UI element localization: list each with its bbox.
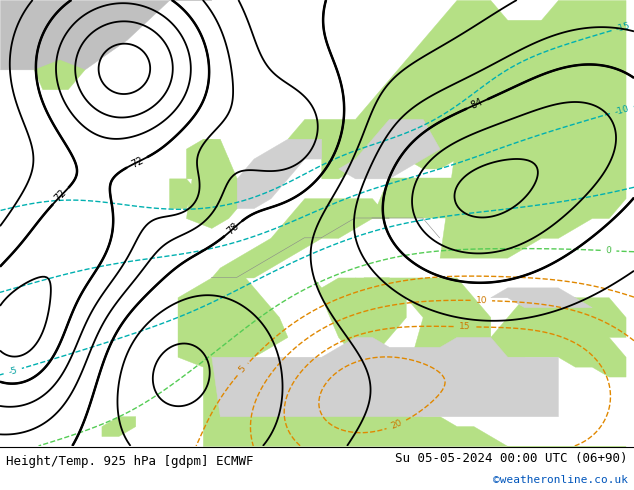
Text: 72: 72 xyxy=(53,188,68,204)
Text: 78: 78 xyxy=(225,221,241,237)
Text: 84: 84 xyxy=(469,97,485,111)
Text: ©weatheronline.co.uk: ©weatheronline.co.uk xyxy=(493,475,628,485)
Text: 15: 15 xyxy=(458,322,470,331)
Text: 72: 72 xyxy=(129,155,145,170)
Text: Height/Temp. 925 hPa [gdpm] ECMWF: Height/Temp. 925 hPa [gdpm] ECMWF xyxy=(6,455,254,468)
Text: 10: 10 xyxy=(476,296,487,305)
Text: Su 05-05-2024 00:00 UTC (06+90): Su 05-05-2024 00:00 UTC (06+90) xyxy=(395,452,628,465)
Text: 20: 20 xyxy=(389,418,403,431)
Text: -10: -10 xyxy=(614,104,630,117)
Text: 0: 0 xyxy=(605,246,612,255)
Text: -5: -5 xyxy=(7,366,18,377)
Text: 5: 5 xyxy=(237,364,248,374)
Text: -15: -15 xyxy=(615,21,631,33)
